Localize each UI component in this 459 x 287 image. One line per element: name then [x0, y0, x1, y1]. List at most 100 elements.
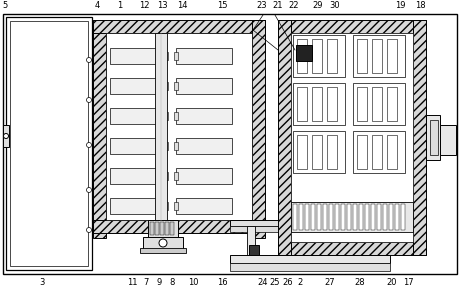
- Bar: [164, 172, 168, 180]
- Text: 8: 8: [169, 278, 174, 287]
- Bar: [230, 220, 280, 226]
- Bar: [110, 48, 166, 64]
- Bar: [297, 87, 306, 121]
- Bar: [326, 39, 336, 73]
- Text: 27: 27: [324, 278, 335, 287]
- Bar: [370, 204, 374, 230]
- Text: 1: 1: [117, 1, 123, 10]
- Bar: [174, 202, 178, 210]
- Text: 18: 18: [414, 1, 425, 10]
- Bar: [6, 17, 92, 270]
- Bar: [174, 172, 178, 180]
- Bar: [93, 20, 264, 33]
- Bar: [155, 222, 159, 235]
- Text: 19: 19: [394, 1, 404, 10]
- Bar: [277, 242, 425, 255]
- Bar: [176, 108, 231, 124]
- Bar: [248, 245, 258, 255]
- Bar: [170, 222, 174, 235]
- Bar: [148, 220, 178, 238]
- Text: 10: 10: [187, 278, 198, 287]
- Text: 4: 4: [94, 1, 100, 10]
- Bar: [311, 87, 321, 121]
- Text: 17: 17: [402, 278, 413, 287]
- Bar: [230, 255, 389, 263]
- Circle shape: [86, 228, 91, 232]
- Bar: [334, 204, 338, 230]
- Bar: [352, 131, 404, 173]
- Bar: [400, 204, 404, 230]
- Bar: [292, 131, 344, 173]
- Bar: [174, 52, 178, 60]
- Text: 9: 9: [156, 278, 161, 287]
- Text: 29: 29: [312, 1, 323, 10]
- Bar: [328, 204, 332, 230]
- Circle shape: [159, 239, 167, 247]
- Text: 22: 22: [288, 1, 299, 10]
- Text: 30: 30: [329, 1, 340, 10]
- Bar: [356, 87, 366, 121]
- Bar: [358, 204, 362, 230]
- Bar: [412, 20, 425, 255]
- Bar: [176, 168, 231, 184]
- Bar: [371, 135, 381, 169]
- Text: 23: 23: [256, 1, 267, 10]
- Bar: [298, 204, 302, 230]
- Bar: [371, 39, 381, 73]
- Bar: [277, 20, 425, 33]
- Bar: [352, 35, 404, 77]
- Circle shape: [86, 98, 91, 102]
- Bar: [292, 204, 297, 230]
- Bar: [165, 222, 168, 235]
- Text: 2: 2: [297, 278, 302, 287]
- Bar: [176, 138, 231, 154]
- Bar: [382, 204, 386, 230]
- Bar: [93, 20, 106, 238]
- Bar: [310, 204, 314, 230]
- Bar: [110, 138, 166, 154]
- Bar: [346, 204, 350, 230]
- Bar: [150, 222, 154, 235]
- Bar: [326, 87, 336, 121]
- Text: 3: 3: [39, 278, 45, 287]
- Circle shape: [86, 57, 91, 63]
- Bar: [386, 135, 396, 169]
- Bar: [164, 202, 168, 210]
- Bar: [340, 204, 344, 230]
- Bar: [304, 204, 308, 230]
- Bar: [140, 248, 185, 253]
- Text: 5: 5: [2, 1, 8, 10]
- Text: 12: 12: [139, 1, 149, 10]
- Bar: [164, 82, 168, 90]
- Bar: [252, 20, 264, 238]
- Bar: [93, 220, 264, 233]
- Bar: [439, 125, 455, 155]
- Bar: [322, 204, 326, 230]
- Bar: [311, 135, 321, 169]
- Text: 25: 25: [269, 278, 280, 287]
- Bar: [356, 135, 366, 169]
- Bar: [364, 204, 368, 230]
- Bar: [230, 263, 389, 271]
- Bar: [429, 120, 437, 155]
- Bar: [371, 87, 381, 121]
- Bar: [164, 112, 168, 120]
- Text: 20: 20: [386, 278, 397, 287]
- Text: 15: 15: [216, 1, 227, 10]
- Bar: [386, 87, 396, 121]
- Bar: [230, 226, 280, 232]
- Bar: [164, 52, 168, 60]
- Bar: [292, 35, 344, 77]
- Text: 7: 7: [143, 278, 148, 287]
- Bar: [316, 204, 320, 230]
- Text: 13: 13: [157, 1, 167, 10]
- Bar: [176, 48, 231, 64]
- Bar: [176, 198, 231, 214]
- Text: 16: 16: [216, 278, 227, 287]
- Text: 28: 28: [354, 278, 364, 287]
- Bar: [176, 78, 231, 94]
- Bar: [110, 198, 166, 214]
- Bar: [106, 33, 252, 220]
- Bar: [297, 39, 306, 73]
- Bar: [174, 112, 178, 120]
